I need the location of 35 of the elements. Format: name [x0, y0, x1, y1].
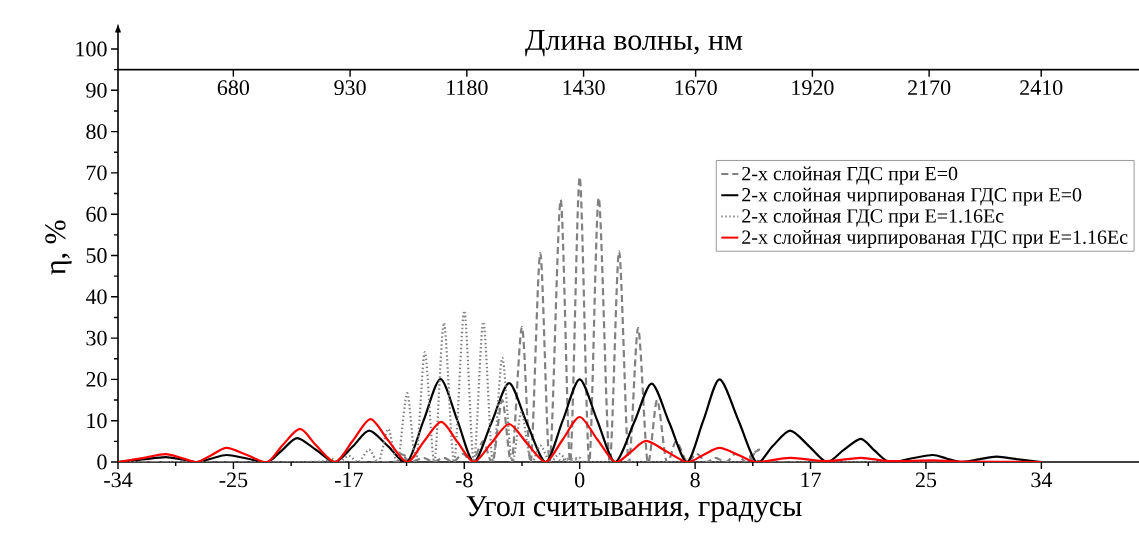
- y-tick-label: 20: [86, 371, 107, 387]
- x2-tick-label: 1180: [447, 80, 488, 96]
- legend-label: 2-х слойная ГДС при E=1.16Ec: [742, 208, 1004, 227]
- x2-tick-label: 2170: [908, 80, 951, 96]
- y-tick-label: 80: [86, 124, 107, 140]
- x-tick-label: -34: [104, 472, 133, 488]
- x2-tick-label: 1430: [563, 80, 605, 96]
- y-tick-label: 60: [86, 206, 107, 222]
- x2-tick-label: 1670: [675, 80, 717, 96]
- y-tick-label: 50: [86, 248, 107, 263]
- x2-tick-label: 1920: [792, 80, 834, 96]
- legend-label: 2-х слойная чирпированая ГДС при E=1.16Ec: [742, 230, 1128, 248]
- x-tick-label: 25: [915, 472, 937, 488]
- y-tick-label: 90: [86, 82, 107, 98]
- legend-label: 2-х слойная ГДС при E=0: [742, 166, 958, 185]
- y-tick-label: 70: [86, 165, 107, 181]
- y-tick-label: 0: [97, 454, 107, 470]
- x-axis-title: Угол считывания, градусы: [466, 496, 802, 523]
- x-tick-label: 8: [690, 472, 700, 488]
- x-tick-label: -8: [455, 472, 473, 488]
- x2-tick-label: 930: [334, 80, 366, 96]
- x-tick-label: -25: [219, 472, 248, 488]
- x-tick-label: -17: [335, 472, 363, 488]
- x2-axis-title: Длина волны, нм: [525, 30, 743, 57]
- x-tick-label: 34: [1031, 472, 1053, 488]
- x2-tick-label: 2410: [1020, 80, 1063, 96]
- y-tick-label: 40: [85, 289, 107, 305]
- y-tick-label: 30: [86, 330, 107, 346]
- x-tick-label: 17: [801, 472, 821, 488]
- y-tick-label: 10: [87, 413, 107, 429]
- x-tick-label: 0: [575, 472, 585, 488]
- x2-tick-label: 680: [217, 80, 250, 96]
- y-axis-title: η, %: [45, 220, 72, 275]
- y-tick-label: 100: [76, 41, 107, 57]
- legend-label: 2-х слойная чирпированая ГДС при E=0: [742, 187, 1082, 206]
